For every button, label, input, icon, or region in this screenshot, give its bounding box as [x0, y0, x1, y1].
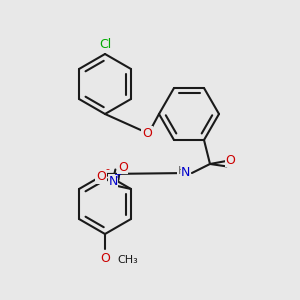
- Text: O: O: [100, 252, 110, 265]
- Text: N: N: [108, 175, 118, 188]
- Text: Cl: Cl: [99, 38, 111, 51]
- Text: O: O: [225, 154, 235, 166]
- Text: CH₃: CH₃: [117, 255, 138, 265]
- Text: O: O: [118, 160, 128, 174]
- Text: H: H: [178, 167, 186, 176]
- Text: -: -: [105, 164, 109, 175]
- Text: +: +: [113, 170, 122, 181]
- Text: N: N: [181, 167, 190, 179]
- Text: O: O: [96, 170, 106, 184]
- Text: O: O: [142, 127, 152, 140]
